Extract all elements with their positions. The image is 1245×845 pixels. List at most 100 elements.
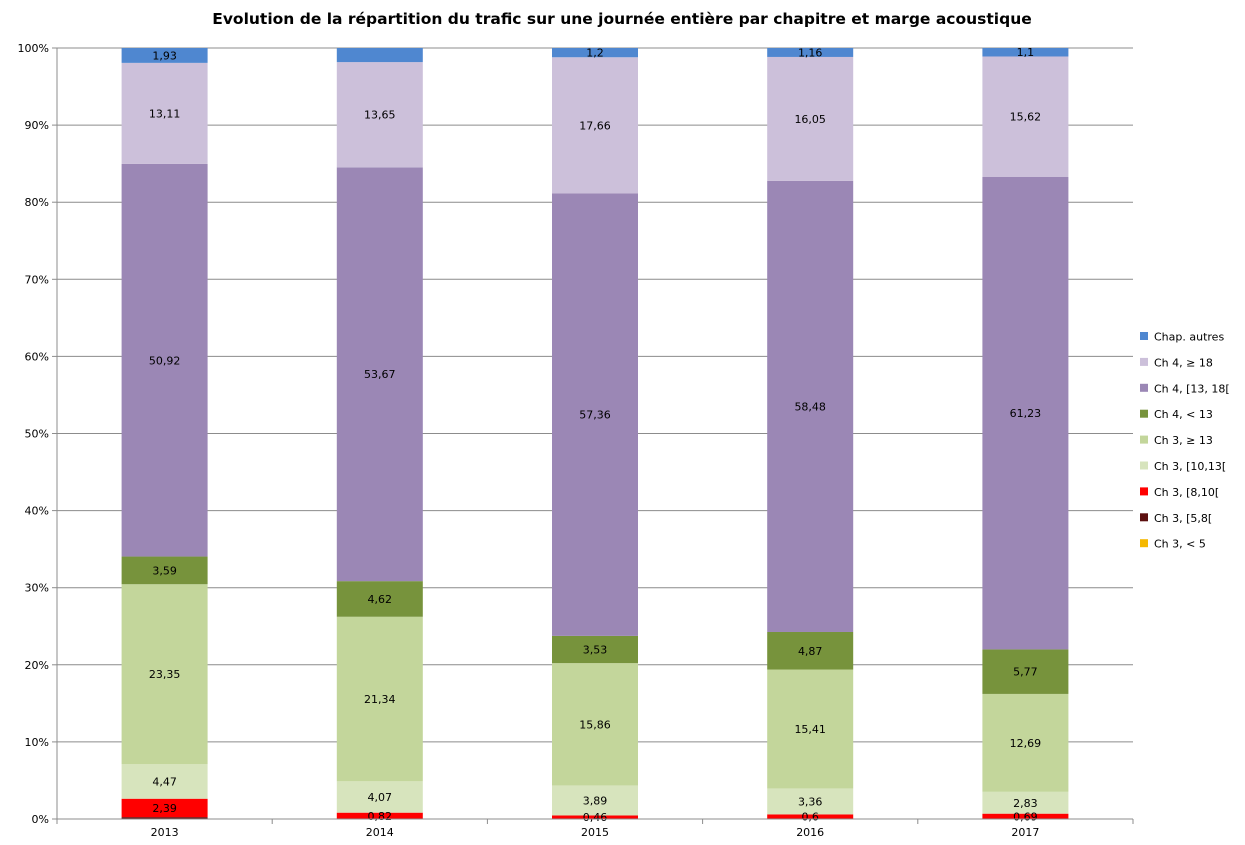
y-tick-label: 50% [25, 428, 49, 441]
data-label: 0,46 [583, 811, 608, 824]
bar-segment [121, 163, 208, 557]
bar-segment [336, 167, 423, 582]
bar-segment [767, 631, 854, 670]
legend-swatch [1140, 357, 1148, 366]
bar-segment [121, 62, 208, 164]
bar-segment [767, 669, 854, 789]
bar-segment [552, 57, 638, 194]
bar-segment [982, 813, 1069, 819]
data-label: 21,34 [364, 693, 396, 706]
x-axis-ticks: 2013 2014 2015 2016 2017 [151, 826, 1040, 839]
bar-segment [121, 817, 208, 819]
bar-segment [121, 48, 208, 63]
bar-segment [121, 798, 208, 818]
y-tick-label: 100% [18, 42, 49, 55]
bar-segment [552, 193, 638, 636]
data-label: 1,16 [798, 46, 823, 59]
data-label: 13,11 [149, 107, 181, 120]
legend-swatch [1140, 332, 1148, 340]
bar-segment [336, 581, 423, 617]
data-label: 4,07 [368, 791, 393, 804]
data-label: 2,39 [152, 802, 177, 815]
data-label: 12,69 [1010, 737, 1042, 750]
bar-segment [982, 177, 1069, 650]
legend-label: Ch 3, [8,10[ [1154, 486, 1219, 499]
bar-segment [767, 814, 854, 819]
data-label: 50,92 [149, 354, 181, 367]
bar-segment [982, 56, 1069, 178]
legend-label: Chap. autres [1154, 331, 1224, 344]
data-label: 0,69 [1013, 810, 1038, 823]
legend-label: Ch 4, [13, 18[ [1154, 382, 1230, 395]
data-label: 0,6 [801, 811, 819, 824]
bar-segment [336, 62, 423, 168]
data-label: 1,2 [586, 47, 604, 60]
legend-swatch [1140, 461, 1148, 470]
y-tick-label: 40% [25, 505, 49, 518]
chart-title: Evolution de la répartition du trafic su… [212, 10, 1032, 28]
bar-segment [121, 764, 208, 799]
data-label: 5,77 [1013, 666, 1038, 679]
legend-label: Ch 3, [5,8[ [1154, 512, 1212, 525]
bar-segment [121, 584, 208, 765]
bar-segment [336, 48, 423, 63]
bar-segment [767, 180, 854, 632]
y-tick-label: 60% [25, 350, 49, 363]
data-label: 3,59 [152, 564, 177, 577]
data-label: 3,89 [583, 794, 608, 807]
bar-segment [552, 48, 638, 58]
bar-segment [552, 635, 638, 664]
bar-segment [552, 815, 638, 819]
y-axis-ticks: 0% 10% 20% 30% 40% 50% 60% 70% 80% 90% 100% [18, 42, 49, 826]
data-label: 1,1 [1017, 46, 1035, 59]
legend-swatch [1140, 539, 1148, 548]
bar-segment [767, 48, 854, 57]
legend-label: Ch 4, < 13 [1154, 408, 1213, 421]
axes [52, 47, 1134, 824]
data-label: 13,65 [364, 109, 396, 122]
data-label: 4,62 [368, 593, 393, 606]
legend-swatch [1140, 487, 1148, 496]
bar-segment [982, 48, 1069, 57]
legend: Chap. autres Ch 4, ≥ 18 Ch 4, [13, 18[ Ch 4… [1140, 331, 1230, 551]
data-label: 15,62 [1010, 111, 1042, 124]
bar-segment [982, 649, 1069, 694]
legend-label: Ch 4, ≥ 18 [1154, 356, 1213, 369]
bar-segment [336, 781, 423, 813]
x-tick-label: 2016 [796, 826, 824, 839]
x-tick-label: 2017 [1011, 826, 1039, 839]
legend-swatch [1140, 435, 1148, 444]
x-tick-label: 2013 [151, 826, 179, 839]
bar-segment [767, 788, 854, 815]
y-tick-label: 0% [32, 813, 49, 826]
data-label: 57,36 [579, 409, 611, 422]
data-label: 23,35 [149, 668, 181, 681]
data-label: 15,41 [794, 723, 826, 736]
data-label: 3,53 [583, 644, 608, 657]
y-tick-label: 90% [25, 119, 49, 132]
data-label: 58,48 [794, 400, 826, 413]
data-labels: 2,39 4,47 23,35 3,59 50,92 13,11 1,93 0,82 4,07 2… [149, 46, 1041, 824]
legend-label: Ch 3, ≥ 13 [1154, 434, 1213, 447]
data-label: 3,36 [798, 795, 823, 808]
bars [121, 48, 1069, 819]
data-label: 16,05 [794, 113, 826, 126]
legend-label: Ch 3, [10,13[ [1154, 460, 1226, 473]
bar-segment [767, 56, 854, 181]
bar-segment [552, 663, 638, 786]
data-label: 61,23 [1010, 407, 1042, 420]
legend-label: Ch 3, < 5 [1154, 538, 1206, 551]
x-tick-label: 2014 [366, 826, 394, 839]
data-label: 15,86 [579, 718, 611, 731]
data-label: 0,82 [368, 810, 393, 823]
data-label: 1,93 [152, 49, 177, 62]
bar-segment [121, 556, 208, 585]
y-tick-label: 80% [25, 196, 49, 209]
bar-segment [552, 785, 638, 816]
y-tick-label: 70% [25, 273, 49, 286]
y-tick-label: 10% [25, 736, 49, 749]
bar-segment [982, 693, 1069, 792]
legend-swatch [1140, 409, 1148, 418]
data-label: 4,47 [152, 775, 177, 788]
